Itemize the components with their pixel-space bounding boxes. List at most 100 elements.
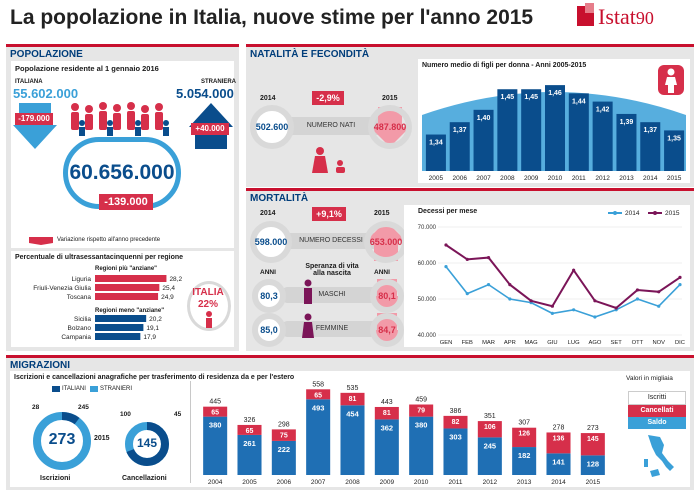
cancellati-bar [546,432,571,454]
elderly-person-icon [206,311,212,328]
more-old-label: Regioni più "anziane" [95,266,158,272]
fertility-bar [616,113,637,171]
cancellazioni-donut [125,422,169,466]
fertility-chart: 1,34 2005 1,37 2006 1,40 2007 1,45 2008 1,45 2009… [422,85,686,182]
y-tick-label: 50.000 [418,297,437,303]
cancellazioni-total: 145 [136,436,158,450]
migrazioni-subtitle: Iscrizioni e cancellazioni anagrafiche p… [14,374,295,381]
legend-stranieri: STRANIERI [100,386,133,392]
saldo-bar [512,447,537,475]
series-point-2015 [657,290,661,294]
popolazione-panel: POPOLAZIONE Popolazione residente al 1 g… [6,44,239,351]
male-icon [304,279,312,304]
y-tick-label: 40.000 [418,333,437,339]
popolazione-subtitle: Popolazione residente al 1 gennaio 2016 [15,64,159,73]
fertility-year-label: 2011 [572,175,586,182]
series-point-2014 [657,304,661,308]
saldo-bar [237,434,262,475]
pregnant-woman-icon [658,65,684,95]
legend-iscritti: Iscritti [628,391,686,405]
region-value: 28,2 [169,276,182,283]
year-label: 2007 [311,479,326,486]
mortalita-change: +9,1% [312,207,346,221]
mortalita-panel: MORTALITÀ 2014 2015 +9,1% NUMERO DECESSI… [246,188,694,351]
x-tick-label: OTT [632,340,644,346]
fertility-bar [473,109,494,171]
series-line-2015 [445,244,681,310]
deaths-chart-title: Decessi per mese [418,208,478,215]
anni-label-2014: ANNI [260,269,276,276]
x-tick-label: MAR [482,340,495,346]
saldo-value: 362 [381,423,394,432]
italiani-ring [125,422,169,466]
fertility-year-label: 2005 [429,175,444,182]
fertility-year-label: 2010 [548,175,563,182]
mortalita-header: MORTALITÀ [250,193,309,204]
series-point-2015 [444,243,448,247]
logo-text: Istat [598,4,636,29]
cancellati-bar [237,424,262,435]
legend-saldo: Saldo [628,417,686,429]
series-point-2015 [529,299,533,303]
region-label: Bolzano [68,325,92,332]
fertility-value-label: 1,39 [620,119,634,126]
series-point-2015 [486,256,491,260]
fertility-year-label: 2008 [500,175,515,182]
iscritti-value: 351 [484,413,496,420]
cancellati-value: 126 [518,431,530,438]
fertility-value-label: 1,45 [501,94,515,101]
saldo-bar [374,419,399,475]
iscritti-value: 298 [278,421,290,428]
iscritti-value: 307 [518,420,530,427]
cancellati-value: 106 [484,424,496,431]
natalita-value-2015: 487.800 [368,105,412,149]
migrazioni-panel: MIGRAZIONI Iscrizioni e cancellazioni an… [6,355,694,490]
natalita-header: NATALITÀ E FECONDITÀ [250,49,370,60]
logo-mark: 90 [635,8,654,28]
legend-italiani-swatch [52,386,60,392]
saldo-value: 182 [518,451,531,460]
region-value: 20,2 [149,316,162,323]
region-bar [95,284,160,291]
series-point-2015 [550,304,554,308]
popolazione-header: POPOLAZIONE [10,49,83,60]
series-point-2015 [465,257,469,261]
cancellati-value: 145 [587,436,599,443]
saldo-value: 128 [587,459,600,468]
region-bar [95,315,147,322]
fertility-value-label: 1,37 [453,127,467,134]
cancellati-value: 136 [553,435,565,442]
saldo-value: 380 [415,421,428,430]
region-bar [95,275,167,282]
cancellati-bar [443,415,468,429]
fertility-year-label: 2006 [452,175,467,182]
saldo-bar [203,416,228,475]
saldo-bar [546,453,571,475]
x-tick-label: SET [611,340,623,346]
x-tick-label: MAG [524,340,538,346]
cancellati-bar [409,404,434,417]
femmine-value-2014: 85,0 [252,313,286,347]
cancellazioni-stranieri: 45 [174,411,182,418]
migration-chart: 380 65 445 2004 261 65 326 2005 222 75 298 2006 493 6… [203,381,605,486]
series-point-2014 [678,283,682,287]
saldo-bar [340,405,365,475]
x-tick-label: AGO [588,340,601,346]
series-point-2014 [635,297,640,301]
mortalita-value-2014: 598.000 [250,221,292,263]
cancellati-value: 81 [349,396,357,403]
mortalita-value-2015: 653.000 [364,221,408,263]
iscritti-value: 278 [553,424,565,431]
femmine-value-2015: 84,7 [370,313,404,347]
istat-logo-accent [585,3,594,13]
cancellati-bar [580,433,605,456]
fertility-bar [568,93,589,171]
fertility-bar [640,122,661,171]
natalita-change: -2,9% [312,91,344,105]
cancellati-bar [340,392,365,406]
region-label: Liguria [71,276,91,283]
legend-italiani: ITALIANI [62,386,86,392]
series-point-2014 [572,308,576,312]
cancellati-bar [271,429,296,441]
donut-year: 2015 [94,435,110,442]
